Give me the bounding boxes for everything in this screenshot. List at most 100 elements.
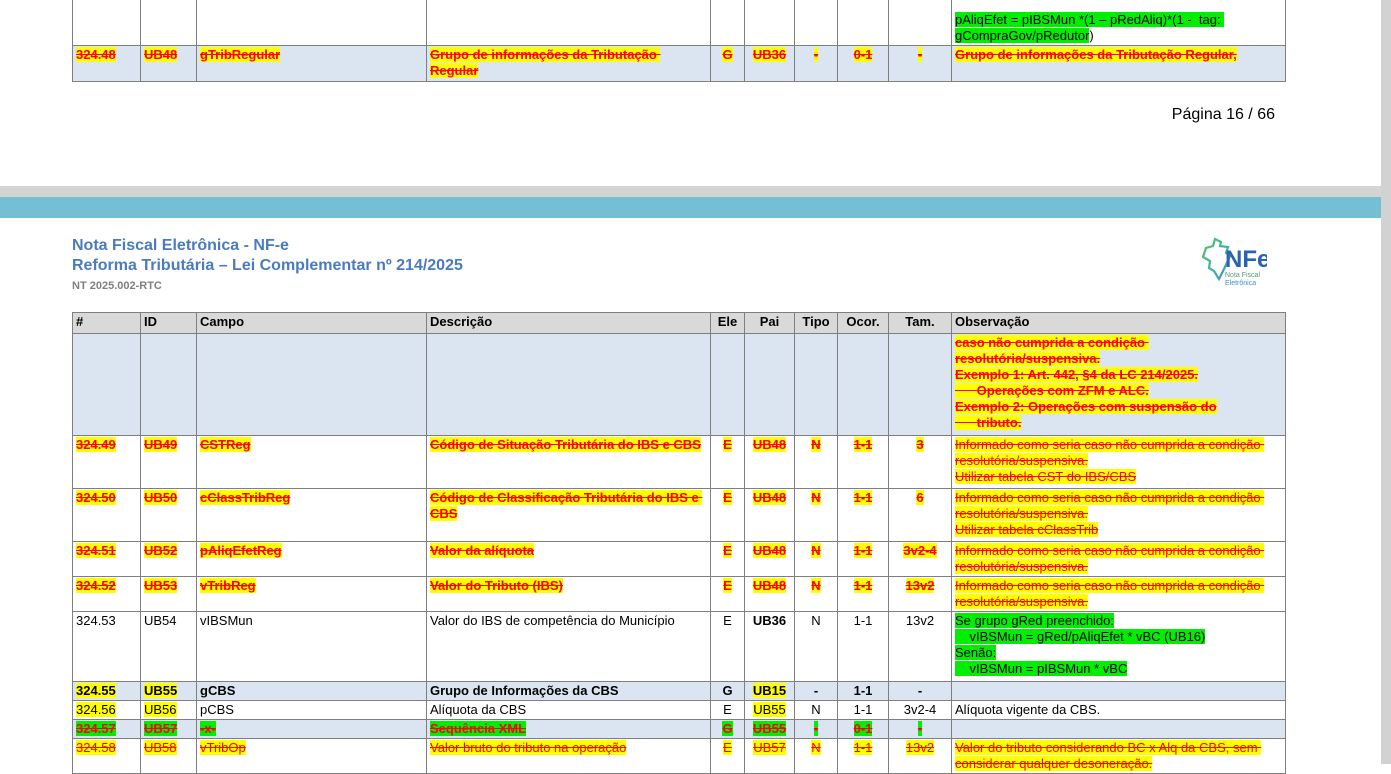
cell-text: cClassTribReg: [200, 490, 291, 505]
table-cell: Observação: [951, 312, 1286, 334]
table-cell: 1-1: [837, 488, 889, 542]
row-324-49: 324.49 UB49 CSTReg Código de Situação Tribu…: [72, 435, 1286, 489]
table-cell: 324.55: [72, 681, 141, 701]
table-cell: Informado como seria caso não cumprida a…: [951, 541, 1286, 577]
cell-text: UB55: [753, 702, 786, 717]
table-cell: Ocor.: [837, 312, 889, 334]
table-cell: vTribReg: [196, 576, 427, 612]
table-cell: UB57: [744, 738, 795, 774]
table-cell: Campo: [196, 312, 427, 334]
cell-text: UB36: [752, 613, 787, 628]
table-cell: UB48: [140, 44, 197, 82]
table-cell: 3: [888, 435, 952, 489]
cell-text: 1-1: [853, 490, 873, 505]
cell-text: Pai: [759, 314, 780, 329]
cell-text: 3v2-4: [903, 543, 937, 558]
viewer-right-gutter: [1381, 0, 1391, 764]
cell-text: N: [811, 613, 821, 628]
cell-text: gCBS: [200, 683, 236, 698]
table-cell: UB53: [140, 576, 197, 612]
table-cell: Ele: [710, 312, 745, 334]
cell-text: UB57: [753, 740, 786, 755]
cell-text: UB55: [144, 683, 178, 698]
table-cell: 324.58: [72, 738, 141, 774]
cell-text: Informado como seria caso não cumprida a…: [955, 578, 1265, 609]
cell-text: tributo.: [955, 415, 1022, 430]
table-cell: -: [888, 681, 952, 701]
cell-text: E: [723, 490, 732, 505]
page-gap: [0, 186, 1391, 197]
cell-text: vIBSMun = pIBSMun * vBC: [955, 661, 1128, 676]
doc-title-line2: Reforma Tributária – Lei Complementar nº…: [72, 257, 463, 274]
table-cell: UB54: [140, 611, 197, 682]
table-cell: [140, 0, 197, 46]
cell-text: 324.58: [76, 740, 116, 755]
table-cell: -: [888, 719, 952, 739]
table-cell: UB52: [140, 541, 197, 577]
cell-text: Ele: [717, 314, 738, 329]
table-cell: 3v2-4: [888, 700, 952, 720]
table-cell: [710, 333, 745, 436]
table-cell: 13v2: [888, 738, 952, 774]
cell-text: UB36: [752, 46, 787, 62]
row-324-51: 324.51 UB52 pAliqEfetReg Valor da alíquota E…: [72, 541, 1286, 577]
table-cell: pAliqEfet = pIBSMun *(1 – pRedAliq)*(1 -…: [951, 0, 1286, 46]
table-cell: Informado como seria caso não cumprida a…: [951, 435, 1286, 489]
table-cell: 0-1: [837, 719, 889, 739]
cell-text: 3v2-4: [903, 702, 937, 717]
nfe-logo-text: NFe: [1225, 246, 1267, 273]
cell-text: Valor do Tributo (IBS): [430, 578, 563, 593]
table-cell: Tipo: [794, 312, 838, 334]
page-top-teal-band: [0, 197, 1381, 218]
cell-text: #: [76, 314, 84, 329]
table-cell: G: [710, 44, 745, 82]
doc-nt-label: NT 2025.002-RTC: [72, 280, 162, 292]
table-cell: [140, 333, 197, 436]
cell-text: vIBSMun: [200, 613, 253, 628]
cell-text: pCBS: [200, 702, 234, 717]
cell-text: CSTReg: [200, 437, 251, 452]
cell-text: G: [722, 683, 733, 698]
table-cell: Pai: [744, 312, 795, 334]
table-cell: E: [710, 738, 745, 774]
table-cell: 1-1: [837, 541, 889, 577]
cell-text: 324.56: [76, 702, 116, 717]
table-cell: 324.49: [72, 435, 141, 489]
cell-text: Código de Situação Tributária do IBS e C…: [430, 437, 701, 452]
cell-text: Informado como seria caso não cumprida a…: [955, 490, 1265, 521]
table-cell: Sequência XML: [426, 719, 711, 739]
cell-text: 3: [916, 437, 924, 452]
cell-text: 1-1: [853, 683, 873, 698]
table-cell: UB55: [140, 681, 197, 701]
table-header-row: # ID Campo Descrição Ele Pai Tipo Ocor. Tam. Obse…: [72, 312, 1286, 334]
table-cell: [72, 0, 141, 46]
cell-text: UB57: [144, 721, 178, 736]
table-cell: 1-1: [837, 738, 889, 774]
table-cell: 324.50: [72, 488, 141, 542]
cell-text: -: [813, 683, 819, 698]
table-cell: E: [710, 488, 745, 542]
table-cell: -: [794, 44, 838, 82]
table-cell: gCBS: [196, 681, 427, 701]
cell-text: gTribRegular: [200, 46, 281, 62]
table-cell: [888, 0, 952, 46]
pdf-page-16: pAliqEfet = pIBSMun *(1 – pRedAliq)*(1 -…: [0, 0, 1381, 186]
table-cell: UB36: [744, 611, 795, 682]
cell-text: Descrição: [430, 314, 493, 329]
table-cell: E: [710, 700, 745, 720]
table-cell: UB36: [744, 44, 795, 82]
table-cell: N: [794, 435, 838, 489]
table-cell: E: [710, 611, 745, 682]
cell-text: ID: [144, 314, 157, 329]
cell-text: Valor do tributo considerando BC x Alq d…: [955, 740, 1262, 771]
cell-text: Campo: [200, 314, 245, 329]
cell-text: 13v2: [905, 613, 935, 628]
cell-text: -: [917, 721, 923, 736]
cell-text: 0-1: [853, 46, 873, 62]
cell-text: 13v2: [905, 740, 935, 755]
table-cell: [888, 333, 952, 436]
table-cell: 324.48: [72, 44, 141, 82]
table-cell: Código de Classificação Tributária do IB…: [426, 488, 711, 542]
table-cell: G: [710, 719, 745, 739]
cell-text: 1-1: [853, 437, 873, 452]
